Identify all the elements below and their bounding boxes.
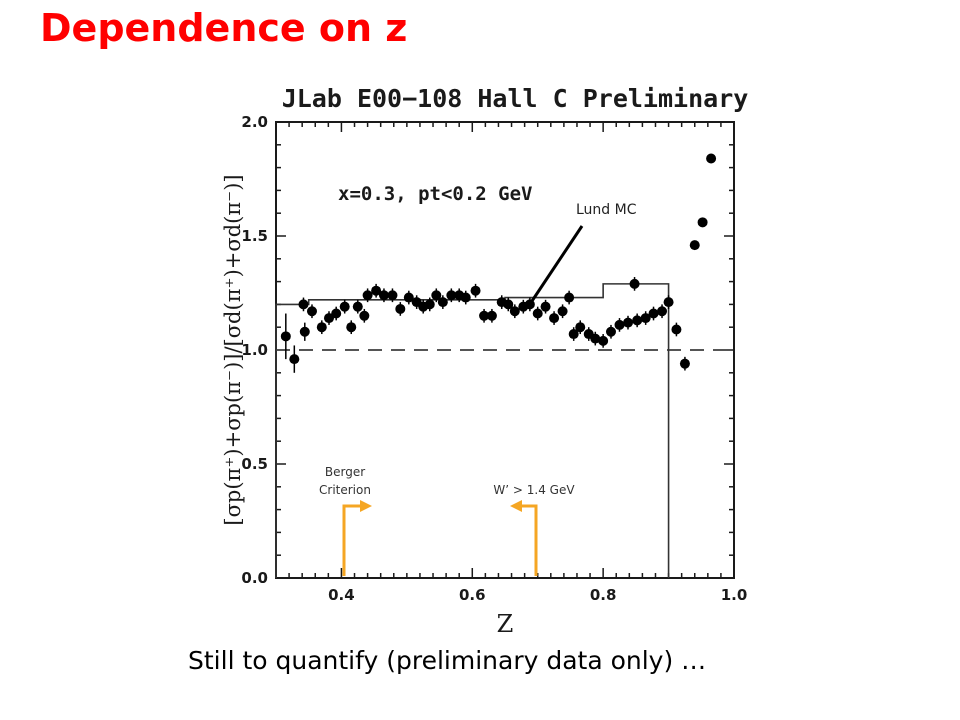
chart: JLab E00−108 Hall C Preliminary 0.4 0.6 0.… <box>221 84 749 638</box>
x-tick-label: 0.6 <box>459 586 486 604</box>
data-point <box>575 320 586 335</box>
data-point <box>532 306 543 321</box>
kinematics-annotation: x=0.3, pt<0.2 GeV <box>338 183 532 205</box>
data-point <box>657 304 668 319</box>
data-point <box>671 322 682 337</box>
data-point <box>378 288 389 303</box>
data-point <box>568 327 579 341</box>
x-tick-label: 1.0 <box>721 586 748 604</box>
y-axis-label: [σp(π⁺)+σp(π⁻)]/[σd(π⁺)+σd(π⁻)] <box>221 174 245 525</box>
data-point <box>431 288 442 303</box>
data-point <box>371 283 382 298</box>
data-point <box>614 318 625 332</box>
data-point <box>590 331 601 346</box>
lund-pointer-line <box>528 225 584 305</box>
data-point <box>446 288 457 303</box>
y-tick-label: 1.0 <box>241 341 268 359</box>
data-point <box>509 304 520 319</box>
data-point <box>564 290 575 305</box>
data-point <box>424 297 435 312</box>
y-tick-label: 0.0 <box>241 569 268 587</box>
data-point <box>706 153 717 164</box>
data-point <box>549 311 560 325</box>
data-point <box>346 320 357 335</box>
data-point <box>299 322 310 341</box>
data-point <box>359 308 370 323</box>
data-point <box>629 277 640 291</box>
data-point <box>298 297 309 312</box>
data-point <box>503 297 514 312</box>
y-tick-label: 1.5 <box>241 227 268 245</box>
data-point <box>387 288 398 303</box>
data-point <box>632 313 643 328</box>
data-point <box>339 299 350 314</box>
data-point <box>316 320 327 335</box>
data-point <box>289 345 300 373</box>
data-point <box>280 313 291 360</box>
y-tick-label: 2.0 <box>241 113 268 131</box>
data-point <box>479 308 490 323</box>
berger-arrow <box>342 500 372 576</box>
data-point <box>470 283 481 298</box>
y-tick-label: 0.5 <box>241 455 268 473</box>
data-point <box>395 302 406 316</box>
data-point <box>679 356 690 371</box>
data-point <box>352 299 363 314</box>
berger-label-line2: Criterion <box>319 483 371 497</box>
data-point <box>540 299 551 314</box>
data-point <box>689 240 700 251</box>
data-point <box>437 295 448 309</box>
data-points <box>280 153 717 373</box>
data-point <box>663 295 674 309</box>
slide-title: Dependence on z <box>40 6 408 50</box>
data-point <box>623 315 634 330</box>
chart-title: JLab E00−108 Hall C Preliminary <box>282 84 749 113</box>
data-point <box>640 311 651 325</box>
x-axis-label: Z <box>497 610 514 638</box>
data-point <box>557 304 568 319</box>
data-point <box>403 290 414 305</box>
x-tick-label: 0.8 <box>590 586 617 604</box>
wprime-label: W’ > 1.4 GeV <box>493 483 575 497</box>
data-point <box>605 324 616 339</box>
data-point <box>323 311 334 325</box>
data-point <box>486 308 497 323</box>
data-point <box>460 290 471 305</box>
data-point <box>648 306 659 321</box>
data-point <box>362 288 373 303</box>
berger-label-line1: Berger <box>325 465 365 479</box>
data-point <box>697 217 708 228</box>
data-point <box>331 306 342 321</box>
slide-caption: Still to quantify (preliminary data only… <box>188 646 707 675</box>
axis-ticks: 0.4 0.6 0.8 1.0 0.0 0.5 1.0 1.5 2.0 <box>241 113 747 604</box>
data-point <box>598 334 609 348</box>
x-tick-label: 0.4 <box>328 586 355 604</box>
wprime-arrow <box>510 500 538 576</box>
data-point <box>306 304 317 319</box>
lund-mc-label: Lund MC <box>576 202 637 218</box>
